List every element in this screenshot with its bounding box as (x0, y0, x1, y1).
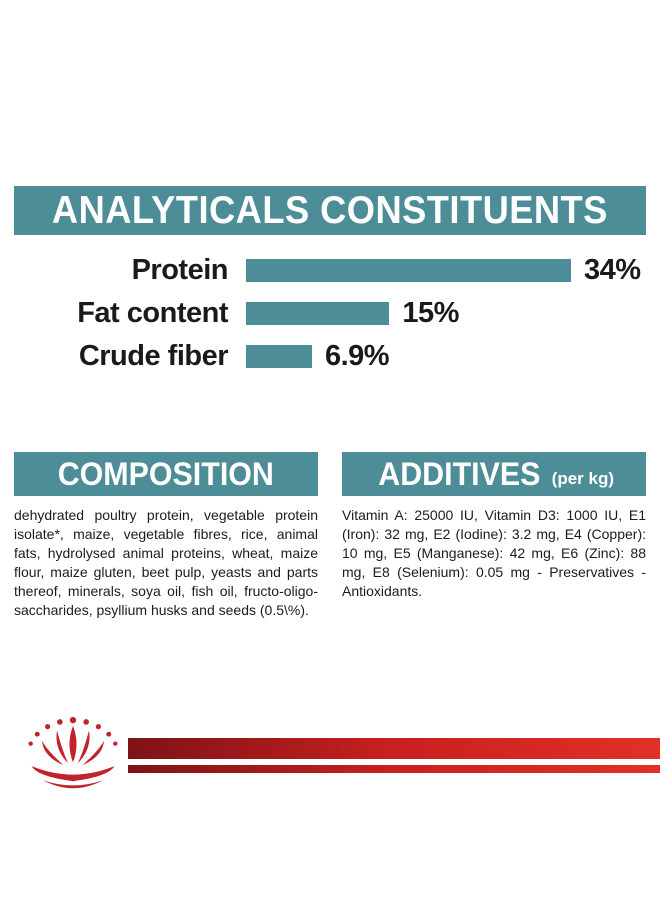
chart-row: Protein 34% (0, 249, 660, 292)
additives-header: ADDITIVES (per kg) (342, 452, 646, 496)
chart-bar (246, 259, 572, 282)
analyticals-title: ANALYTICALS CONSTITUENTS (52, 188, 608, 232)
chart-value-label: 6.9% (324, 340, 390, 372)
chart-bar (246, 302, 390, 325)
composition-title: COMPOSITION (57, 455, 275, 492)
brand-stripe-thick (128, 738, 660, 759)
constituents-chart: Protein 34% Fat content 15% Crude fiber … (0, 249, 660, 378)
royal-canin-crown-logo (28, 716, 118, 789)
composition-section: COMPOSITION dehydrated poultry protein, … (14, 452, 318, 620)
composition-header: COMPOSITION (14, 452, 318, 496)
additives-title: ADDITIVES (378, 455, 541, 492)
brand-stripe-thin (128, 765, 660, 773)
analyticals-header: ANALYTICALS CONSTITUENTS (14, 186, 646, 235)
chart-category-label: Fat content (77, 297, 228, 329)
additives-text: Vitamin A: 25000 IU, Vitamin D3: 1000 IU… (342, 507, 646, 599)
chart-category-label: Protein (131, 254, 229, 286)
chart-row: Fat content 15% (0, 292, 660, 335)
chart-bar (246, 345, 312, 368)
chart-row: Crude fiber 6.9% (0, 335, 660, 378)
chart-category-label: Crude fiber (78, 340, 229, 372)
composition-text: dehydrated poultry protein, vegetable pr… (14, 507, 318, 618)
chart-value-label: 15% (402, 297, 459, 329)
info-columns: COMPOSITION dehydrated poultry protein, … (14, 452, 646, 620)
chart-value-label: 34% (584, 254, 641, 286)
additives-unit-label: (per kg) (551, 469, 615, 488)
additives-section: ADDITIVES (per kg) Vitamin A: 25000 IU, … (342, 452, 646, 620)
brand-footer (0, 712, 660, 802)
